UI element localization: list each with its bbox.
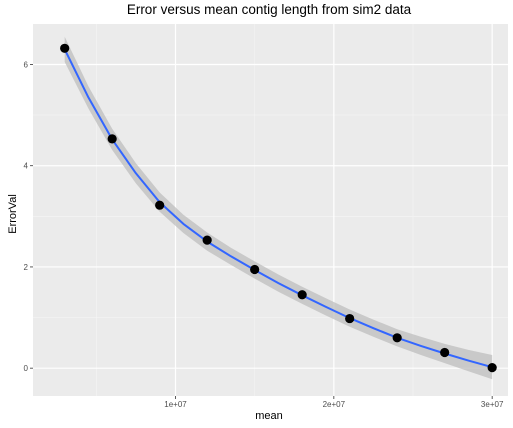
data-point [60,43,70,53]
smooth-line [63,48,494,369]
data-point [297,290,307,300]
major-gridlines [33,24,508,396]
data-point [107,134,117,144]
chart-title: Error versus mean contig length from sim… [127,2,412,17]
data-point [250,264,260,275]
y-axis-ticks: 0 2 4 6 [24,60,33,373]
x-tick-label: 2e+07 [323,400,346,409]
x-tick-label: 3e+07 [481,400,504,409]
data-point [392,333,402,343]
data-point [440,347,450,358]
y-tick-label: 6 [24,60,29,69]
data-point [487,363,497,373]
plot-panel [33,24,508,396]
y-tick-label: 0 [24,364,29,373]
smooth-fit [63,36,494,380]
y-tick-label: 2 [24,263,29,272]
data-point [202,235,212,245]
y-tick-label: 4 [24,162,29,171]
y-axis-title: ErrorVal [7,194,19,234]
x-axis-ticks: 1e+07 2e+07 3e+07 [164,396,504,409]
minor-gridlines [33,24,508,396]
data-point [155,200,165,210]
data-points [60,43,497,373]
x-axis-title: mean [255,410,283,422]
data-point [345,313,355,324]
x-tick-label: 1e+07 [164,400,187,409]
